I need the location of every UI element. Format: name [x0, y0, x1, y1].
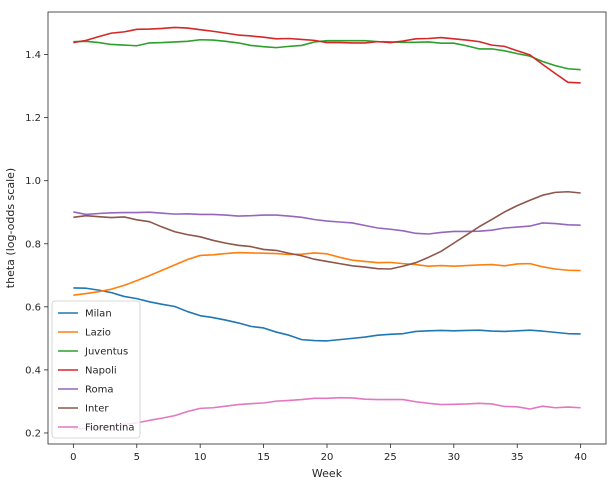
y-tick-label: 0.6 [25, 302, 41, 313]
x-axis-label: Week [312, 467, 343, 480]
x-tick-label: 15 [257, 452, 270, 463]
y-axis: 0.2 0.4 0.6 0.8 1.0 1.2 1.4 [25, 50, 48, 439]
series-line-roma [73, 211, 581, 235]
x-axis: 0 5 10 15 20 25 30 35 40 [70, 444, 587, 463]
y-tick-label: 0.2 [25, 428, 41, 439]
y-tick-label: 0.8 [25, 239, 41, 250]
legend-label: Lazio [85, 328, 111, 339]
x-tick-label: 0 [70, 452, 76, 463]
legend-label: Fiorentina [85, 423, 134, 434]
series-line-napoli [73, 26, 581, 84]
legend-label: Milan [85, 309, 112, 320]
series-line-fiorentina [73, 396, 581, 430]
series-line-lazio [73, 251, 581, 296]
x-tick-label: 35 [511, 452, 524, 463]
legend-label: Inter [85, 404, 109, 415]
x-tick-label: 25 [384, 452, 397, 463]
x-tick-label: 30 [447, 452, 460, 463]
y-tick-label: 1.0 [25, 176, 41, 187]
y-tick-label: 0.4 [25, 365, 41, 376]
y-tick-label: 1.2 [25, 113, 41, 124]
legend-box [51, 300, 141, 439]
series-line-inter [73, 190, 581, 270]
x-tick-label: 10 [194, 452, 207, 463]
y-axis-label: theta (log-odds scale) [4, 168, 17, 288]
legend-label: Roma [85, 385, 114, 396]
y-tick-label: 1.4 [25, 50, 41, 61]
x-tick-label: 20 [321, 452, 334, 463]
series-line-juventus [73, 38, 581, 71]
x-tick-label: 5 [134, 452, 140, 463]
legend: Milan Lazio Juventus Napoli Roma Inter Fiorent… [51, 300, 141, 439]
legend-label: Napoli [85, 366, 117, 377]
legend-label: Juventus [84, 347, 128, 358]
series-lines [73, 26, 581, 430]
x-tick-label: 40 [574, 452, 587, 463]
series-line-milan [73, 287, 581, 342]
